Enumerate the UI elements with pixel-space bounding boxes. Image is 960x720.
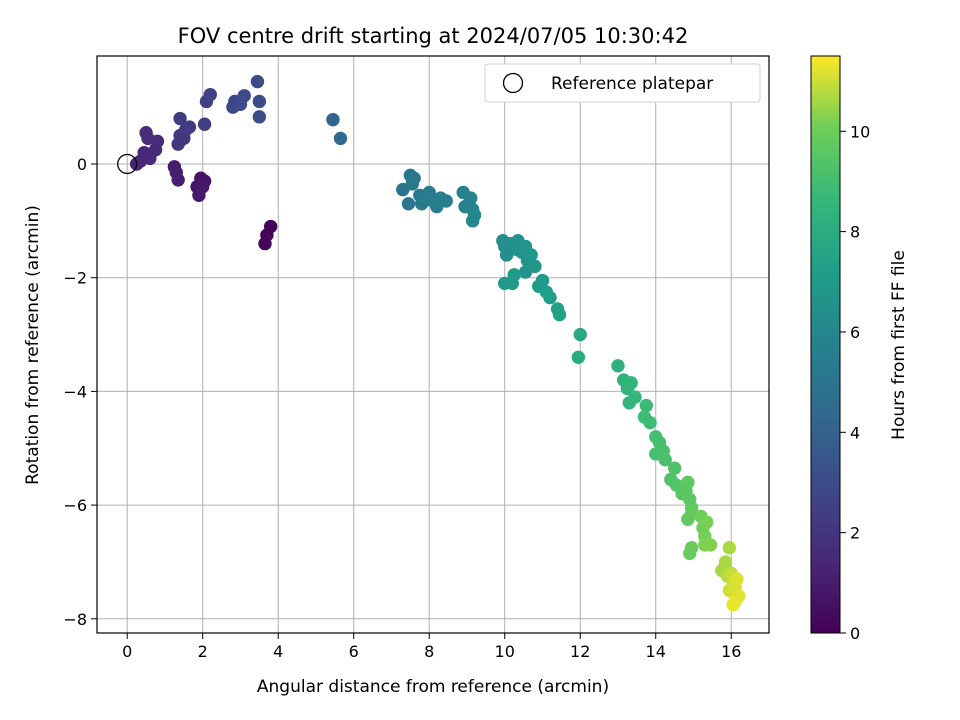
y-axis-title: Rotation from reference (arcmin) xyxy=(23,205,43,485)
data-point xyxy=(464,191,478,205)
data-point xyxy=(667,461,682,475)
colorbar-title: Hours from first FF file xyxy=(889,250,909,440)
data-point xyxy=(182,120,197,134)
x-tick-label: 12 xyxy=(570,642,590,661)
data-point xyxy=(250,74,265,89)
data-point xyxy=(173,111,187,126)
data-point xyxy=(726,597,740,612)
data-point xyxy=(171,173,185,187)
data-point xyxy=(326,112,340,127)
data-point xyxy=(524,248,538,262)
x-tick-label: 8 xyxy=(424,642,434,661)
legend: Reference platepar xyxy=(484,63,761,103)
data-point xyxy=(237,89,251,103)
data-point xyxy=(535,273,550,288)
data-point xyxy=(658,452,672,467)
data-point xyxy=(571,350,586,364)
data-point xyxy=(639,398,654,413)
x-tick-label: 14 xyxy=(646,642,666,661)
data-points xyxy=(129,74,746,612)
data-point xyxy=(543,290,557,305)
x-tick-label: 6 xyxy=(349,642,359,661)
reference-point-marker xyxy=(117,153,138,175)
y-tick-label: 0 xyxy=(77,155,87,174)
data-point xyxy=(552,307,567,322)
data-point xyxy=(573,327,587,342)
chart-title: FOV centre drift starting at 2024/07/05 … xyxy=(178,24,689,48)
data-point xyxy=(407,171,421,185)
data-point xyxy=(611,359,625,373)
legend-box xyxy=(484,63,761,103)
data-point xyxy=(730,572,744,586)
colorbar: 0 2 4 6 8 10 Hours from first FF file xyxy=(810,55,909,643)
data-point xyxy=(703,538,718,552)
data-point xyxy=(628,390,642,404)
data-point xyxy=(700,515,714,529)
x-tick-label: 0 xyxy=(122,642,132,661)
data-point xyxy=(528,259,542,274)
colorbar-tick-label: 4 xyxy=(850,423,860,442)
colorbar-ticks: 0 2 4 6 8 10 xyxy=(840,122,870,643)
x-axis-title: Angular distance from reference (arcmin) xyxy=(257,677,609,697)
grid xyxy=(97,56,769,633)
legend-label: Reference platepar xyxy=(551,74,713,94)
colorbar-tick-label: 10 xyxy=(850,122,870,141)
data-point xyxy=(681,475,695,490)
reference-marker xyxy=(117,153,138,175)
x-tick-label: 10 xyxy=(495,642,515,661)
data-point xyxy=(643,415,657,430)
y-tick-label: −6 xyxy=(63,496,87,515)
data-point xyxy=(722,541,737,555)
data-point xyxy=(141,131,155,146)
colorbar-tick-label: 6 xyxy=(850,323,860,342)
y-tick-label: −4 xyxy=(63,382,87,401)
data-point xyxy=(624,376,638,390)
y-tick-label: −8 xyxy=(63,610,87,629)
colorbar-tick-label: 2 xyxy=(850,524,860,543)
data-point xyxy=(252,110,267,124)
y-axis-ticks: −8 −6 −4 −2 0 xyxy=(63,155,97,629)
x-tick-label: 4 xyxy=(273,642,283,661)
data-point xyxy=(507,268,521,282)
plot-frame xyxy=(96,55,770,634)
colorbar-gradient xyxy=(810,55,841,634)
data-point xyxy=(196,180,210,194)
x-tick-label: 16 xyxy=(721,642,741,661)
data-point xyxy=(258,236,272,251)
colorbar-tick-label: 0 xyxy=(850,624,860,643)
data-point xyxy=(718,555,733,569)
data-point xyxy=(197,117,212,131)
data-point xyxy=(439,194,453,208)
data-point xyxy=(465,214,480,228)
data-point xyxy=(684,541,699,555)
y-tick-label: −2 xyxy=(63,269,87,288)
colorbar-tick-label: 8 xyxy=(850,223,860,242)
x-tick-label: 2 xyxy=(198,642,208,661)
data-point xyxy=(252,94,267,109)
x-axis-ticks: 0 2 4 6 8 10 12 14 16 xyxy=(122,633,741,661)
data-point xyxy=(401,197,416,211)
data-point xyxy=(333,131,348,146)
legend-marker-icon xyxy=(502,72,524,94)
data-point xyxy=(203,87,217,102)
